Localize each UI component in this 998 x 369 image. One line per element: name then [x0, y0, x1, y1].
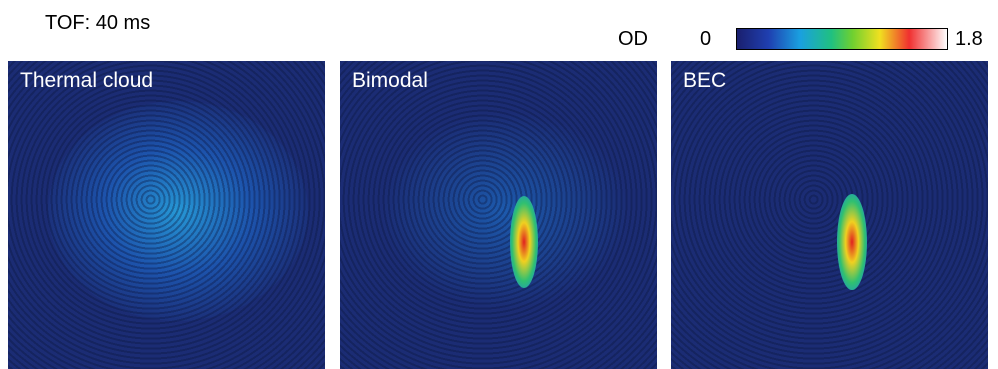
- fringes: [340, 61, 657, 369]
- colorbar-max: 1.8: [955, 28, 983, 51]
- colorbar-label: OD: [618, 28, 648, 51]
- panel-title: BEC: [683, 69, 726, 93]
- image-panel: Bimodal: [340, 61, 657, 369]
- fringes: [8, 61, 325, 369]
- fringes: [671, 61, 988, 369]
- bec-peak: [837, 194, 867, 290]
- image-panel: BEC: [671, 61, 988, 369]
- colorbar-min: 0: [700, 28, 711, 51]
- header-label: TOF: 40 ms: [45, 12, 150, 35]
- bec-peak: [510, 196, 538, 288]
- panel-title: Bimodal: [352, 69, 428, 93]
- figure: {"header": {"label": "TOF: 40 ms"}, "col…: [0, 0, 998, 369]
- colorbar: [736, 28, 948, 50]
- image-panel: Thermal cloud: [8, 61, 325, 369]
- panel-title: Thermal cloud: [20, 69, 153, 93]
